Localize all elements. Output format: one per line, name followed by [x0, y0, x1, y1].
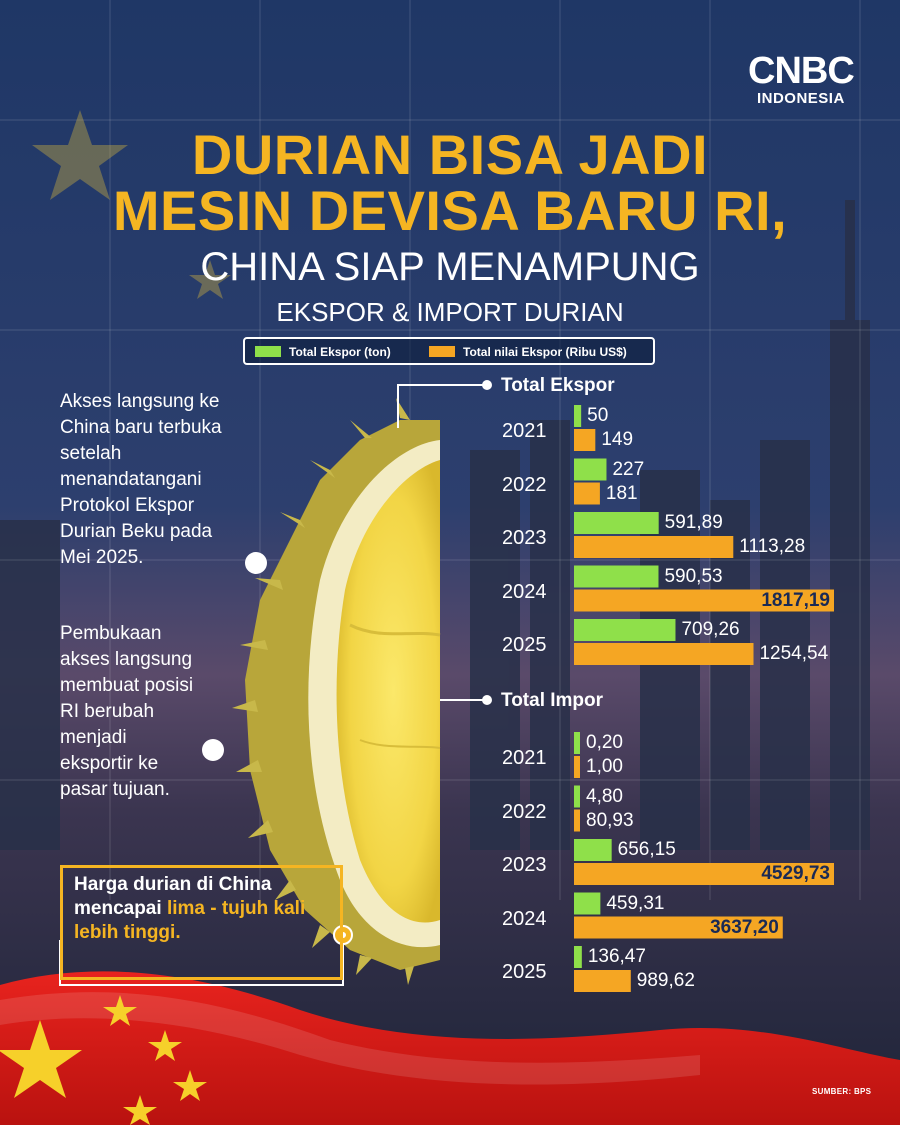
legend-label-nilai: Total nilai Ekspor (Ribu US$) — [463, 345, 627, 359]
bar-ekspor-ton — [574, 458, 607, 481]
value-label: 989,62 — [636, 970, 695, 991]
year-label: 2025 — [502, 961, 547, 983]
year-label: 2024 — [502, 580, 547, 603]
value-label: 181 — [605, 482, 638, 504]
note-highlight: lima - tujuh kali lebih tinggi. — [74, 898, 306, 943]
source-note: SUMBER: BPS — [812, 1087, 872, 1096]
bar-nilai-ekspor — [574, 589, 834, 612]
legend-label-ekspor: Total Ekspor (ton) — [289, 345, 391, 359]
section-title-ekspor: Total Ekspor — [501, 375, 615, 396]
bar-ekspor-ton — [574, 565, 659, 588]
section-title-impor: Total Impor — [501, 690, 604, 711]
title-line-2: MESIN DEVISA BARU RI, — [112, 179, 788, 242]
year-label: 2022 — [502, 473, 547, 496]
year-label: 2023 — [502, 854, 547, 876]
year-label: 2021 — [502, 747, 547, 769]
bar-ekspor-ton — [574, 512, 659, 534]
year-label: 2024 — [502, 907, 547, 930]
value-label: 0,20 — [586, 732, 623, 753]
value-label: 590,53 — [664, 565, 723, 587]
cnbc-logo: CNBC INDONESIA — [748, 50, 855, 108]
pointer-dots — [202, 380, 492, 945]
note-text: Harga durian di China mencapai lima - tu… — [74, 873, 324, 945]
legend-swatch-nilai — [429, 346, 455, 357]
subtitle-2: EKSPOR & IMPORT DURIAN — [276, 297, 624, 327]
paragraph-2: Pembukaan akses langsung membuat posisi … — [60, 623, 194, 800]
legend: Total Ekspor (ton) Total nilai Ekspor (R… — [243, 337, 655, 365]
year-label: 2022 — [502, 800, 547, 823]
bar-ekspor-ton — [574, 732, 580, 754]
value-label: 1254,54 — [759, 643, 829, 664]
value-label: 459,31 — [606, 892, 665, 914]
bar-nilai-ekspor — [574, 536, 734, 558]
legend-swatch-ekspor — [255, 346, 281, 357]
value-label: 3637,20 — [710, 916, 779, 938]
subtitle: CHINA SIAP MENAMPUNG — [200, 245, 700, 289]
paragraph-1: Akses langsung ke China baru terbuka set… — [60, 391, 222, 568]
value-label: 591,89 — [664, 512, 723, 533]
title-line-1: DURIAN BISA JADI — [191, 123, 709, 186]
bar-nilai-ekspor — [574, 863, 834, 885]
flag-banner — [0, 971, 900, 1125]
year-label: 2025 — [502, 634, 547, 656]
bar-ekspor-ton — [574, 785, 580, 808]
bar-ekspor-ton — [574, 839, 612, 861]
faint-flag-star — [32, 110, 231, 299]
bar-nilai-ekspor — [574, 482, 600, 505]
note-box — [60, 865, 343, 980]
value-label: 656,15 — [617, 839, 676, 860]
bar-nilai-ekspor — [574, 643, 754, 665]
bar-chart — [574, 405, 834, 992]
bar-nilai-ekspor — [574, 916, 783, 939]
year-label: 2021 — [502, 420, 547, 442]
bar-ekspor-ton — [574, 946, 582, 968]
value-label: 1817,19 — [761, 589, 830, 611]
bar-ekspor-ton — [574, 619, 676, 641]
bar-ekspor-ton — [574, 405, 582, 427]
year-label: 2023 — [502, 527, 547, 549]
note-text-pre: Harga durian di China mencapai — [74, 874, 272, 919]
value-label: 4529,73 — [761, 863, 830, 884]
value-label: 1113,28 — [739, 536, 806, 557]
bar-ekspor-ton — [574, 892, 601, 915]
logo-main: CNBC — [748, 50, 855, 92]
durian-image — [232, 398, 445, 985]
bar-nilai-ekspor — [574, 809, 580, 832]
value-label: 1,00 — [586, 756, 623, 777]
value-label: 4,80 — [586, 785, 623, 807]
value-label: 136,47 — [587, 946, 646, 967]
bar-nilai-ekspor — [574, 756, 580, 778]
bar-nilai-ekspor — [574, 429, 596, 451]
value-label: 709,26 — [681, 619, 740, 640]
value-label: 80,93 — [586, 809, 634, 831]
value-label: 227 — [612, 458, 645, 480]
bar-nilai-ekspor — [574, 970, 631, 992]
value-label: 50 — [587, 405, 609, 426]
value-label: 149 — [601, 429, 634, 450]
logo-sub: INDONESIA — [756, 90, 845, 107]
